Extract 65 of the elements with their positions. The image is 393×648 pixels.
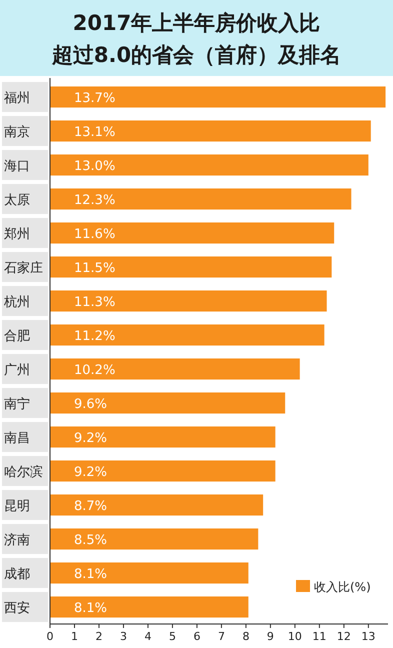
y-tick-label: 南昌 (4, 431, 30, 446)
x-tick-label: 11 (312, 630, 326, 643)
bar (50, 222, 334, 244)
y-tick-label: 海口 (4, 159, 30, 174)
data-label: 13.7% (74, 91, 116, 106)
bar (50, 290, 327, 312)
y-tick-label: 南京 (4, 125, 30, 140)
bar (50, 562, 248, 584)
y-tick-label: 广州 (4, 363, 30, 378)
bar (50, 460, 276, 482)
y-tick-label: 杭州 (3, 295, 30, 310)
bar (50, 256, 332, 278)
bar (50, 154, 368, 176)
y-tick-label: 济南 (4, 533, 30, 548)
y-tick-label: 哈尔滨 (4, 464, 43, 480)
data-label: 11.5% (74, 261, 116, 276)
data-label: 12.3% (74, 193, 116, 208)
data-label: 11.3% (74, 295, 116, 310)
data-label: 13.1% (74, 125, 116, 140)
data-label: 9.2% (74, 465, 108, 480)
x-tick-label: 6 (193, 630, 200, 643)
x-tick-label: 4 (144, 630, 152, 643)
x-tick-label: 7 (218, 630, 225, 643)
x-tick-label: 1 (70, 630, 78, 643)
bar (50, 494, 264, 516)
bar (50, 86, 386, 108)
data-label: 11.2% (74, 329, 116, 344)
x-tick-label: 5 (168, 630, 176, 643)
y-tick-label: 成都 (4, 567, 30, 582)
x-tick-label: 3 (120, 630, 127, 643)
bar (50, 596, 248, 618)
y-tick-label: 西安 (4, 600, 30, 616)
data-label: 8.7% (74, 499, 108, 514)
y-tick-label: 南宁 (4, 396, 30, 412)
bar (50, 188, 352, 210)
bar (50, 324, 324, 346)
data-label: 9.2% (74, 431, 108, 446)
data-label: 8.1% (74, 601, 108, 616)
x-tick-label: 10 (288, 630, 302, 643)
data-label: 8.1% (74, 567, 108, 582)
data-label: 8.5% (74, 533, 108, 548)
bar (50, 120, 371, 142)
y-tick-label: 昆明 (4, 499, 30, 514)
legend-label: 收入比(%) (314, 580, 371, 594)
x-tick-label: 0 (46, 630, 54, 643)
x-tick-label: 8 (242, 630, 250, 643)
x-tick-label: 13 (361, 630, 376, 643)
y-tick-label: 福州 (4, 91, 30, 106)
bar (50, 426, 276, 448)
y-tick-label: 合肥 (4, 329, 30, 344)
x-tick-label: 12 (336, 630, 351, 643)
bar (50, 358, 300, 380)
data-label: 9.6% (74, 397, 108, 412)
x-tick-label: 2 (95, 630, 102, 643)
chart-subtitle: 超过8.0的省会（首府）及排名 (50, 43, 342, 67)
bar (50, 528, 258, 550)
data-label: 11.6% (74, 227, 116, 242)
chart-title: 2017年上半年房价收入比 (72, 11, 320, 35)
y-tick-label: 郑州 (4, 227, 30, 242)
y-tick-label: 太原 (4, 193, 30, 208)
data-label: 10.2% (74, 363, 116, 378)
y-tick-label: 石家庄 (4, 260, 43, 276)
bar (50, 392, 286, 414)
data-label: 13.0% (74, 159, 116, 174)
x-tick-label: 9 (266, 630, 274, 643)
